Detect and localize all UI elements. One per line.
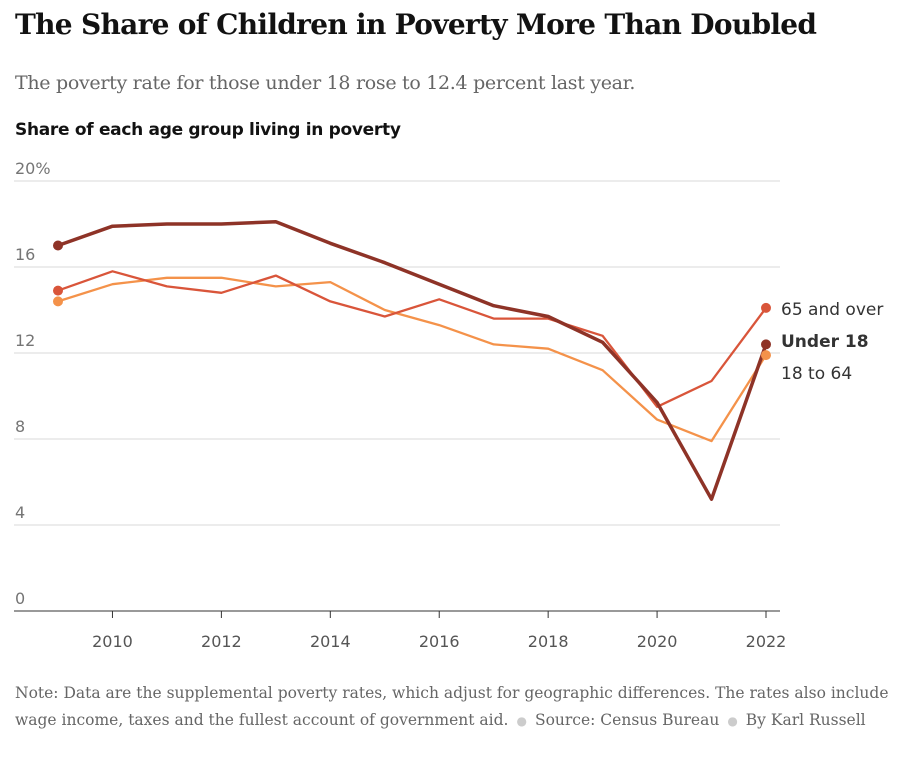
x-tick-label: 2010 xyxy=(92,632,133,651)
chart-title: Share of each age group living in povert… xyxy=(15,120,401,140)
series-label: Under 18 xyxy=(781,332,869,352)
note-text: Note: Data are the supplemental poverty … xyxy=(15,684,889,729)
separator-dot-icon: ● xyxy=(727,714,738,728)
x-tick-label: 2012 xyxy=(201,632,242,651)
x-tick-label: 2014 xyxy=(310,632,351,651)
series-start-dot xyxy=(53,285,63,296)
series-label: 18 to 64 xyxy=(781,364,852,384)
series-start-dot xyxy=(53,296,63,307)
y-tick-label: 16 xyxy=(15,245,35,264)
series-end-dot xyxy=(761,350,771,361)
series-labels: 18 to 64 65 and over Under 18 xyxy=(781,300,883,384)
x-tick-label: 2018 xyxy=(528,632,569,651)
y-tick-label: 20% xyxy=(15,159,51,178)
separator-dot-icon: ● xyxy=(516,714,527,728)
byline: By Karl Russell xyxy=(745,711,866,729)
y-tick-label: 8 xyxy=(15,417,25,436)
series-line-18-to-64 xyxy=(56,276,768,443)
grid-lines xyxy=(14,180,780,526)
y-tick-label: 0 xyxy=(15,589,25,608)
source-text: Source: Census Bureau xyxy=(534,711,720,729)
series-end-dot xyxy=(761,339,771,350)
x-axis: 2010 2012 2014 2016 2018 2020 2022 xyxy=(14,610,787,651)
series-line-65-and-over xyxy=(56,270,768,408)
y-axis-labels: 0 4 8 12 16 20% xyxy=(15,159,51,608)
chart-note: Note: Data are the supplemental poverty … xyxy=(15,680,895,735)
x-tick-label: 2020 xyxy=(637,632,678,651)
y-tick-label: 12 xyxy=(15,331,35,350)
series-lines xyxy=(56,220,768,501)
page-subtitle: The poverty rate for those under 18 rose… xyxy=(15,72,636,94)
series-end-dot xyxy=(761,302,771,313)
x-tick-label: 2022 xyxy=(746,632,787,651)
y-tick-label: 4 xyxy=(15,503,25,522)
series-end-dots xyxy=(53,240,771,361)
x-tick-label: 2016 xyxy=(419,632,460,651)
series-line-under-18 xyxy=(56,220,768,501)
page-title: The Share of Children in Poverty More Th… xyxy=(15,8,817,41)
series-label: 65 and over xyxy=(781,300,883,320)
series-start-dot xyxy=(53,240,63,251)
